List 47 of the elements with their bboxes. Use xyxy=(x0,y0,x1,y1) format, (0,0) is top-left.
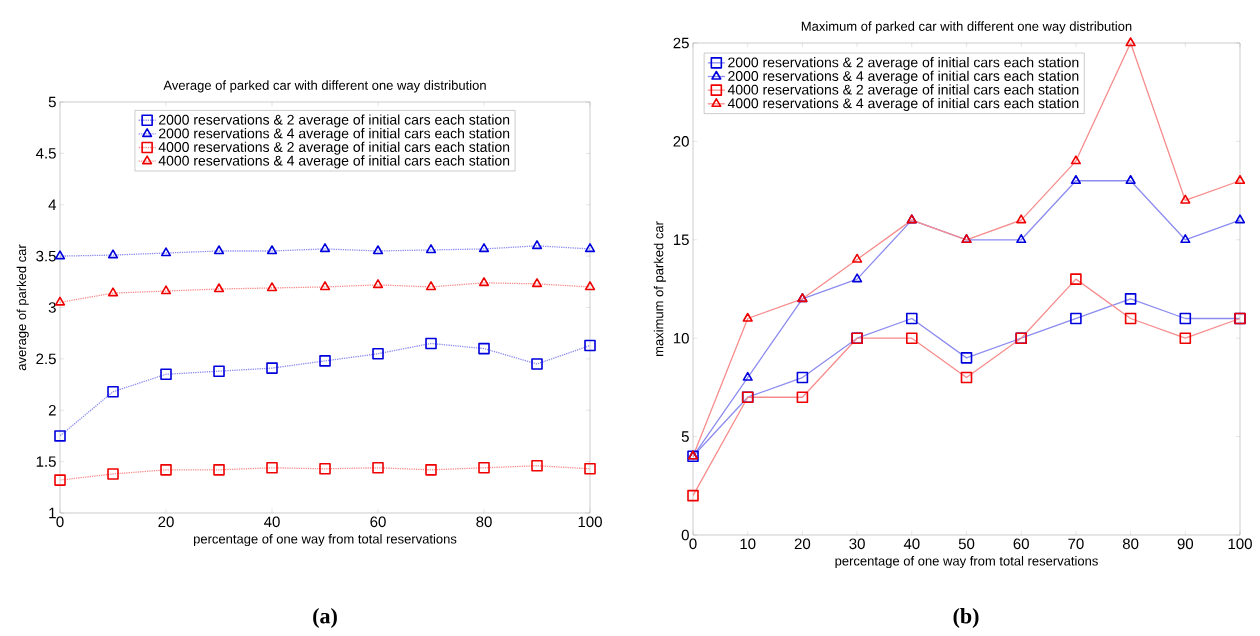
y-tick-label: 2 xyxy=(48,405,56,416)
y-tick-label: 0 xyxy=(681,529,689,541)
x-tick-label: 60 xyxy=(370,516,386,528)
y-tick-label: 4.5 xyxy=(35,148,56,159)
text: (b) xyxy=(953,608,979,628)
y-tick-label: 1.5 xyxy=(36,456,56,467)
y-tick-label: 3.5 xyxy=(36,250,56,262)
x-tick-label: 50 xyxy=(958,538,975,550)
x-axis-title: percentage of one way from total reservations xyxy=(835,556,1098,569)
text: (a) xyxy=(313,608,337,628)
legend-label: 2000 reservations & 4 average of initial cars each station xyxy=(159,128,510,142)
x-tick-label: 100 xyxy=(1228,538,1252,550)
y-tick-label: 4 xyxy=(48,199,57,210)
chart-title: Average of parked car with different one way distribution xyxy=(163,80,486,93)
legend-label: 2000 reservations & 2 average of initial cars each station xyxy=(728,57,1079,71)
y-tick-label: 1 xyxy=(49,507,56,519)
legend-label: 4000 reservations & 2 average of initial cars each station xyxy=(727,84,1079,98)
legend-label: 4000 reservations & 4 average of initial cars each station xyxy=(158,155,510,169)
x-tick-label: 0 xyxy=(689,538,697,550)
legend-label: 4000 reservations & 2 average of initial cars each station xyxy=(158,141,510,155)
y-tick-label: 5 xyxy=(48,96,56,108)
x-tick-label: 30 xyxy=(849,538,865,550)
x-tick-label: 40 xyxy=(264,516,280,528)
y-axis-title: average of parked car xyxy=(16,244,29,371)
y-tick-label: 15 xyxy=(673,234,689,246)
legend-label: 4000 reservations & 4 average of initial cars each station xyxy=(727,97,1079,112)
x-axis-title: percentage of one way from total reservations xyxy=(193,534,457,547)
x-tick-label: 80 xyxy=(1122,538,1139,550)
y-tick-label: 10 xyxy=(673,332,689,344)
x-tick-label: 40 xyxy=(903,538,920,550)
legend-label: 2000 reservations & 2 average of initial cars each station xyxy=(159,114,510,128)
x-tick-label: 10 xyxy=(740,538,756,550)
x-tick-label: 80 xyxy=(476,516,492,528)
x-tick-label: 70 xyxy=(1068,538,1084,550)
x-tick-label: 90 xyxy=(1177,538,1194,550)
y-tick-label: 2.5 xyxy=(36,353,56,365)
y-tick-label: 3 xyxy=(48,302,56,313)
legend-label: 2000 reservations & 4 average of initial cars each station xyxy=(728,70,1079,84)
x-tick-label: 20 xyxy=(794,538,811,550)
y-axis-title: maximum of parked car xyxy=(653,221,666,357)
chart-title: Maximum of parked car with different one way distribution xyxy=(801,21,1132,34)
y-tick-label: 5 xyxy=(681,431,689,442)
y-tick-label: 20 xyxy=(673,136,689,147)
x-tick-label: 60 xyxy=(1013,538,1029,550)
y-tick-label: 25 xyxy=(673,37,689,49)
x-tick-label: 100 xyxy=(578,516,602,528)
x-tick-label: 20 xyxy=(158,516,174,528)
